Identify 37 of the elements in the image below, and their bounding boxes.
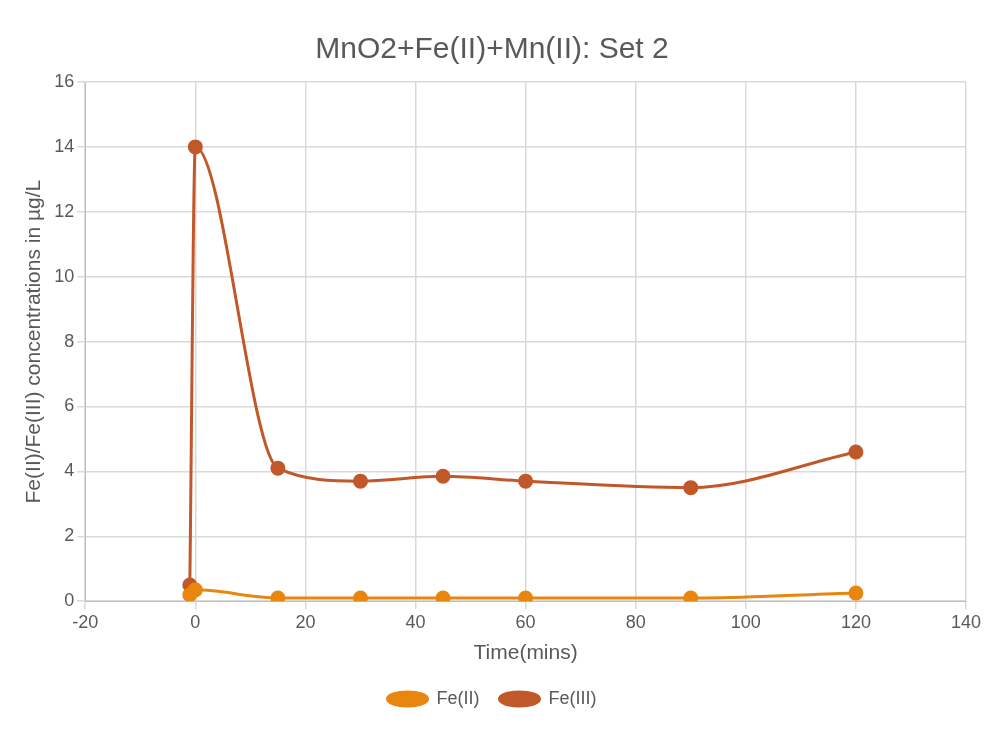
x-tick-label: 0: [190, 611, 201, 632]
y-tick-label: 12: [54, 200, 75, 221]
x-tick-label: 60: [515, 611, 536, 632]
point: [518, 590, 534, 602]
x-tick-label: 20: [295, 611, 316, 632]
point: [435, 468, 451, 484]
x-tick-label: 40: [405, 611, 426, 632]
y-tick-label: 14: [54, 135, 75, 156]
y-tick-label: 8: [64, 330, 75, 351]
chart-title: MnO2+Fe(II)+Mn(II): Set 2: [315, 31, 669, 65]
x-tick-label: 100: [730, 611, 761, 632]
y-tick-label: 6: [64, 395, 75, 416]
y-tick-label: 16: [54, 70, 75, 91]
point: [683, 480, 699, 496]
y-axis-title: Fe(II)/Fe(III) concentrations in µg/L: [21, 179, 45, 504]
point: [352, 590, 368, 602]
point: [187, 139, 203, 155]
y-tick-label: 4: [64, 460, 75, 481]
point: [518, 473, 534, 489]
point: [848, 585, 864, 601]
point: [435, 590, 451, 602]
x-tick-label: 140: [950, 611, 982, 632]
legend-label: Fe(II): [436, 687, 480, 708]
y-tick-label: 2: [64, 525, 75, 546]
y-tick-label: 0: [64, 590, 75, 611]
x-tick-label: 120: [840, 611, 871, 632]
point: [270, 590, 286, 602]
y-tick-label: 10: [54, 265, 75, 286]
point: [352, 473, 368, 489]
x-tick-label: -20: [72, 611, 99, 632]
legend-label: Fe(III): [548, 687, 597, 708]
point: [848, 444, 864, 460]
x-tick-label: 80: [625, 611, 646, 632]
x-axis-title: Time(mins): [473, 640, 578, 664]
point: [683, 590, 699, 602]
point: [187, 582, 203, 598]
point: [270, 460, 286, 476]
